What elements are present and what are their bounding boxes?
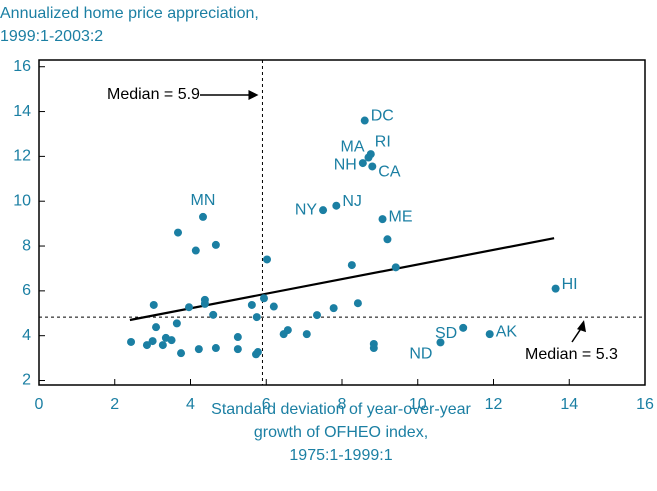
point bbox=[329, 304, 338, 313]
point-label: AK bbox=[496, 323, 518, 340]
point bbox=[184, 303, 193, 312]
point bbox=[152, 323, 161, 332]
point bbox=[247, 300, 256, 309]
point bbox=[383, 235, 392, 244]
point bbox=[459, 323, 468, 332]
point bbox=[142, 341, 151, 350]
point bbox=[211, 344, 220, 353]
point bbox=[253, 348, 262, 357]
x-axis-label: Standard deviation of year-over-year bbox=[211, 401, 471, 418]
point bbox=[149, 300, 158, 309]
point bbox=[209, 310, 218, 319]
point bbox=[347, 261, 356, 270]
chart-title: 1999:1-2003:2 bbox=[0, 28, 103, 45]
point bbox=[366, 150, 375, 159]
point bbox=[551, 284, 560, 293]
x-tick-label: 6 bbox=[262, 396, 271, 413]
point bbox=[369, 344, 378, 353]
plot-frame bbox=[38, 59, 646, 386]
point-label: NJ bbox=[342, 193, 362, 210]
y-tick-label: 2 bbox=[22, 372, 31, 389]
y-tick-label: 10 bbox=[13, 192, 31, 209]
point-label: HI bbox=[562, 276, 578, 293]
point bbox=[191, 246, 200, 255]
point bbox=[360, 116, 369, 125]
point-label: NH bbox=[334, 156, 357, 173]
point bbox=[167, 336, 176, 345]
point-label: ND bbox=[409, 346, 432, 363]
x-tick-label: 12 bbox=[485, 396, 503, 413]
y-tick-label: 12 bbox=[13, 148, 31, 165]
trend-line bbox=[129, 237, 555, 322]
y-tick-label: 8 bbox=[22, 237, 31, 254]
point-label: ME bbox=[389, 208, 413, 225]
chart-title: Annualized home price appreciation, bbox=[0, 5, 259, 22]
point bbox=[269, 302, 278, 311]
point-label: MA bbox=[341, 139, 365, 156]
x-tick-label: 14 bbox=[560, 396, 578, 413]
x-tick-label: 8 bbox=[338, 396, 347, 413]
point bbox=[332, 201, 341, 210]
point bbox=[200, 299, 209, 308]
point bbox=[319, 206, 328, 215]
point-label: CA bbox=[378, 164, 401, 181]
annotation: Median = 5.3 bbox=[525, 346, 618, 363]
point bbox=[378, 215, 387, 224]
point-label: SD bbox=[435, 325, 457, 342]
x-axis-label: 1975:1-1999:1 bbox=[289, 447, 392, 464]
y-tick-label: 14 bbox=[13, 103, 31, 120]
x-tick-label: 10 bbox=[409, 396, 427, 413]
point bbox=[353, 299, 362, 308]
annotation: Median = 5.9 bbox=[107, 86, 200, 103]
point bbox=[177, 349, 186, 358]
point bbox=[436, 338, 445, 347]
point-label: MN bbox=[191, 192, 216, 209]
point bbox=[127, 337, 136, 346]
point bbox=[174, 228, 183, 237]
point bbox=[252, 313, 261, 322]
y-tick-label: 16 bbox=[13, 58, 31, 75]
x-tick-label: 4 bbox=[186, 396, 195, 413]
point bbox=[302, 330, 311, 339]
point bbox=[263, 255, 272, 264]
x-tick-label: 0 bbox=[35, 396, 44, 413]
point bbox=[158, 341, 167, 350]
x-tick-label: 16 bbox=[636, 396, 654, 413]
point bbox=[233, 333, 242, 342]
y-tick-label: 4 bbox=[22, 327, 31, 344]
x-axis-label: growth of OFHEO index, bbox=[254, 424, 428, 441]
arrow-head bbox=[248, 90, 259, 100]
point bbox=[233, 345, 242, 354]
point-label: DC bbox=[371, 108, 394, 125]
point bbox=[148, 337, 157, 346]
point bbox=[283, 326, 292, 335]
point-label: NY bbox=[295, 201, 318, 218]
point bbox=[198, 212, 207, 221]
point bbox=[485, 330, 494, 339]
y-tick-label: 6 bbox=[22, 282, 31, 299]
x-tick-label: 2 bbox=[110, 396, 119, 413]
point bbox=[391, 263, 400, 272]
point bbox=[194, 345, 203, 354]
point bbox=[313, 311, 322, 320]
point bbox=[358, 159, 367, 168]
point bbox=[259, 294, 268, 303]
point-label: RI bbox=[375, 133, 391, 150]
arrow-head bbox=[577, 320, 586, 333]
point bbox=[172, 319, 181, 328]
point bbox=[211, 240, 220, 249]
point bbox=[368, 162, 377, 171]
